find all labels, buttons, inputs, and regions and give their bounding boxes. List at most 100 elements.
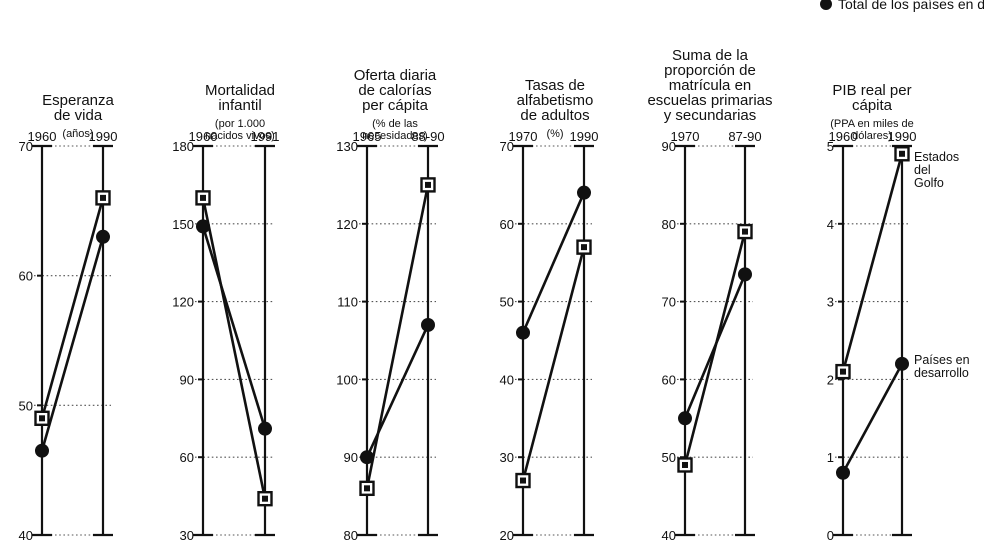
y-tick-label: 2 — [827, 372, 834, 387]
x-label-start: 1965 — [353, 129, 382, 144]
series-annotation-line: Golfo — [914, 176, 944, 190]
y-tick-label: 5 — [827, 139, 834, 154]
y-tick-label: 180 — [172, 139, 194, 154]
series-line-developing — [365, 324, 430, 458]
x-label-end: 1990 — [888, 129, 917, 144]
series-line-developing — [841, 363, 904, 474]
y-tick-label: 130 — [336, 139, 358, 154]
panel-title-line: Mortalidad — [205, 82, 275, 99]
x-label-start: 1970 — [671, 129, 700, 144]
series-line-gulf — [841, 153, 904, 372]
panel-subtitle-line: (% de las — [372, 118, 418, 130]
circle-marker — [895, 356, 909, 371]
y-tick-label: 50 — [500, 295, 514, 310]
circle-marker — [421, 317, 435, 332]
x-label-end: 87-90 — [728, 129, 761, 144]
series-annotation-line: Países en — [914, 353, 970, 367]
square-marker-inner — [682, 461, 688, 468]
square-marker-inner — [840, 368, 846, 375]
panel-title-line: Tasas de — [525, 77, 585, 94]
series-line-developing — [521, 192, 586, 334]
x-label-end: 1991 — [251, 129, 280, 144]
panel-title-line: de calorías — [358, 82, 431, 99]
square-marker-inner — [200, 194, 206, 201]
y-tick-label: 60 — [19, 269, 33, 284]
y-tick-label: 30 — [180, 528, 194, 542]
x-label-start: 1960 — [189, 129, 218, 144]
circle-marker — [360, 450, 374, 465]
circle-marker — [738, 267, 752, 282]
square-marker-inner — [581, 244, 587, 251]
y-tick-label: 90 — [344, 450, 358, 465]
panel-subtitle-line: (PPA en miles de — [830, 118, 914, 130]
y-tick-label: 80 — [344, 528, 358, 542]
y-tick-label: 50 — [19, 398, 33, 413]
panel-subtitle-line: (por 1.000 — [215, 118, 265, 130]
y-tick-label: 40 — [662, 528, 676, 542]
y-tick-label: 80 — [662, 217, 676, 232]
y-tick-label: 70 — [19, 139, 33, 154]
y-tick-label: 120 — [336, 217, 358, 232]
y-tick-label: 90 — [180, 372, 194, 387]
x-label-end: 1990 — [570, 129, 599, 144]
series-annotation-line: desarrollo — [914, 366, 969, 380]
panel-title-line: matrícula en — [669, 77, 752, 94]
y-tick-label: 150 — [172, 217, 194, 232]
square-marker-inner — [425, 181, 431, 188]
series-annotation-line: del — [914, 163, 931, 177]
circle-marker — [836, 465, 850, 480]
panel-title-line: Suma de la — [672, 47, 749, 64]
square-marker-inner — [262, 495, 268, 502]
circle-marker — [96, 229, 110, 244]
panel-title-line: proporción de — [664, 62, 756, 79]
panel-subtitle-line: dólares) — [852, 130, 892, 142]
panel-title-line: alfabetismo — [517, 92, 594, 109]
square-marker-inner — [100, 194, 106, 201]
series-annotation-line: Estados — [914, 150, 959, 164]
circle-marker — [258, 421, 272, 436]
y-tick-label: 40 — [500, 372, 514, 387]
square-marker-inner — [742, 228, 748, 235]
y-tick-label: 100 — [336, 372, 358, 387]
y-tick-label: 40 — [19, 528, 33, 542]
x-label-start: 1960 — [829, 129, 858, 144]
legend-circle-marker — [820, 0, 832, 10]
y-tick-label: 30 — [500, 450, 514, 465]
panel-subtitle-line: (años) — [62, 128, 93, 140]
y-tick-label: 110 — [337, 295, 358, 310]
series-line-gulf — [365, 184, 430, 489]
series-line-developing — [40, 236, 105, 452]
panel-title-line: Oferta diaria — [354, 67, 437, 84]
square-marker-inner — [39, 415, 45, 422]
series-line-developing — [201, 226, 267, 430]
panel-subtitle-line: nacidos vivos) — [205, 130, 275, 142]
circle-marker — [516, 325, 530, 340]
panel-title-line: cápita — [852, 97, 893, 114]
y-tick-label: 20 — [500, 528, 514, 542]
panel-title-line: de vida — [54, 107, 103, 124]
panel-subtitle-line: necesidades) — [362, 130, 427, 142]
series-line-gulf — [40, 197, 105, 419]
y-tick-label: 90 — [662, 139, 676, 154]
square-marker-inner — [364, 485, 370, 492]
circle-marker — [577, 185, 591, 200]
panel-title-line: y secundarias — [664, 107, 757, 124]
y-tick-label: 50 — [662, 450, 676, 465]
panel-title-line: Esperanza — [42, 92, 114, 109]
series-line-gulf — [201, 197, 267, 499]
x-label-end: 1990 — [89, 129, 118, 144]
series-line-developing — [683, 273, 747, 419]
panel-title-line: infantil — [218, 97, 261, 114]
y-tick-label: 0 — [827, 528, 834, 542]
circle-marker — [678, 411, 692, 426]
panel-subtitle-line: (%) — [546, 128, 563, 140]
panel-title-line: de adultos — [520, 107, 589, 124]
x-label-start: 1960 — [28, 129, 57, 144]
